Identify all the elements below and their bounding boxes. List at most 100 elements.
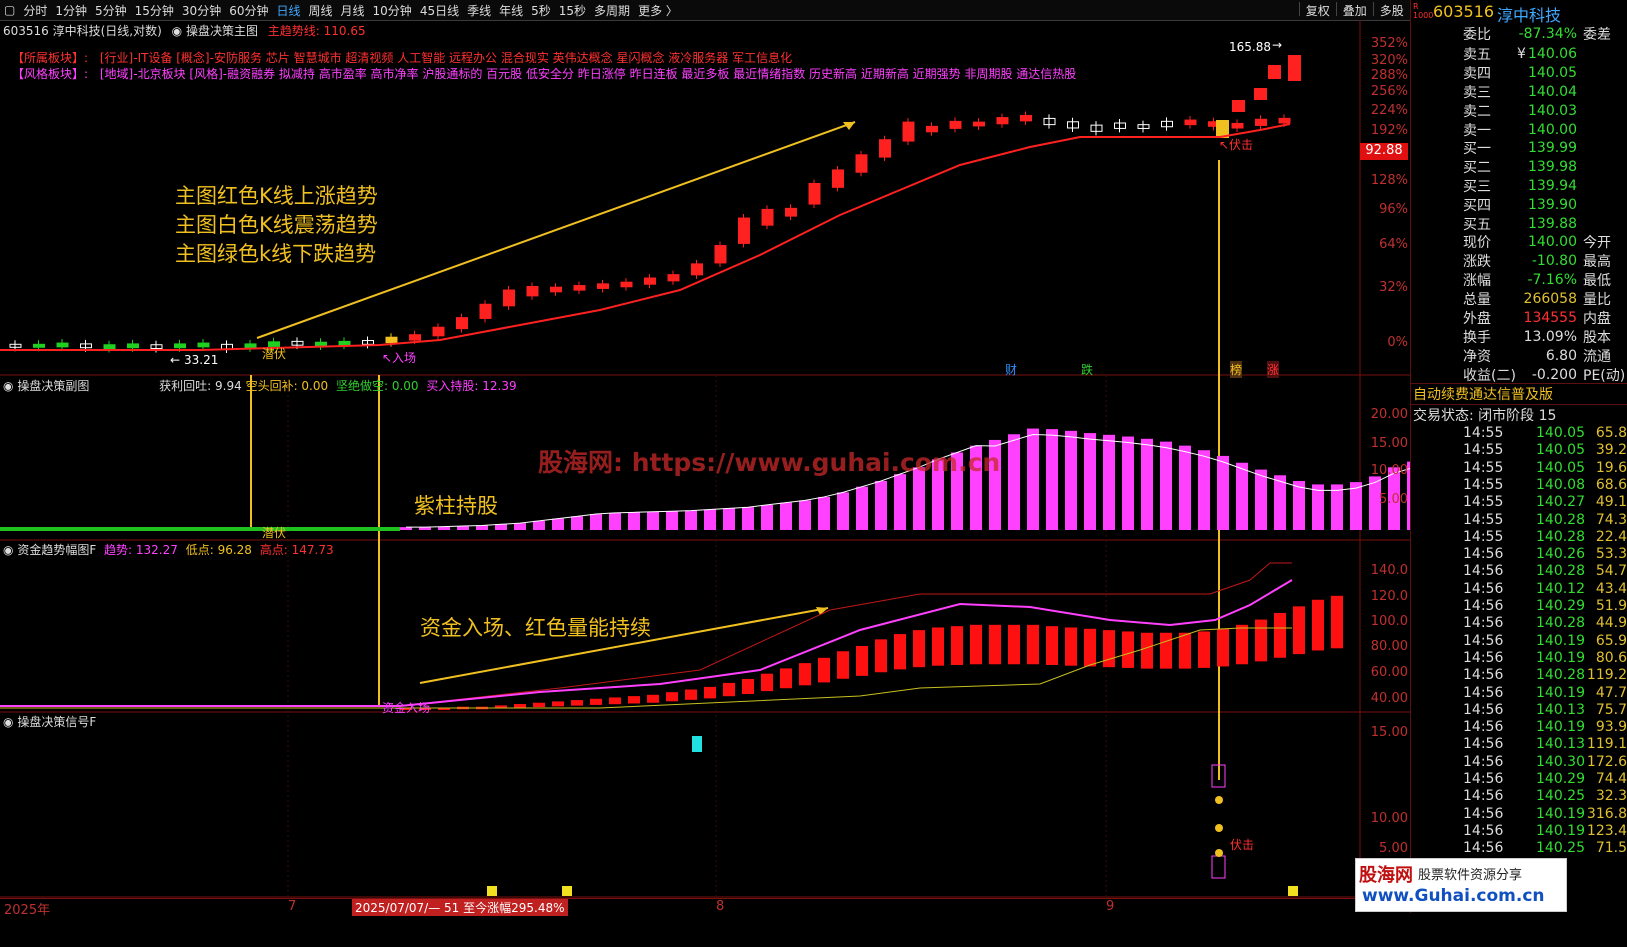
bid-price[interactable]: 139.90 [1528,196,1577,213]
period-tab[interactable]: 日线 [276,3,301,18]
candle [409,334,421,341]
ask-price[interactable]: 140.05 [1528,64,1577,81]
sub-settings-icon[interactable]: ◉ [3,379,14,393]
ask-row: 卖五 ¥140.06 [1460,44,1627,63]
period-tab[interactable]: 1分钟 [55,3,87,18]
tick-time: 14:55 [1463,459,1504,476]
period-tab[interactable]: 分时 [23,3,48,18]
chart-canvas[interactable] [0,20,1410,913]
signal-settings-icon[interactable]: ◉ [3,715,14,729]
sub-bar [1141,438,1153,530]
bid-price[interactable]: 139.88 [1528,215,1577,232]
bid-label: 买一 [1463,140,1491,157]
axis-label: 10.00 [1370,463,1408,478]
bid-row: 买一 139.99 [1460,138,1627,157]
tick-price: 140.28 [1536,615,1585,632]
period-tab[interactable]: 30分钟 [181,3,222,18]
period-tab[interactable]: 60分钟 [229,3,269,18]
badge-cai[interactable]: 财 [1005,363,1018,377]
axis-label: 15.00 [1370,436,1408,451]
badge-bang[interactable]: 榜 [1230,361,1243,378]
period-tab[interactable]: 5秒 [531,3,551,18]
fund-settings-icon[interactable]: ◉ [3,543,14,557]
toolbar-menu-icon[interactable]: ▢ [4,3,16,17]
period-tab[interactable]: 10分钟 [372,3,412,18]
fund-bar [1198,631,1210,668]
candle [150,344,163,350]
sub-bar [780,502,792,530]
period-tab[interactable]: 月线 [340,3,365,18]
candle [1216,120,1229,138]
candle [855,154,868,173]
bid-price[interactable]: 139.99 [1528,139,1577,156]
period-tab[interactable]: 45日线 [419,3,460,18]
candle [550,286,562,293]
promo-link[interactable]: 自动续费通达信普及版 [1411,383,1627,405]
tick-time: 14:56 [1463,615,1504,632]
period-tab[interactable]: 年线 [499,3,524,18]
logo-name: 股海网 [1359,865,1413,886]
toolbar-button[interactable]: 叠加 [1342,3,1367,18]
axis-label: 192% [1370,123,1408,138]
fund-bar [609,697,621,705]
indicator-settings-icon[interactable]: ◉ [171,24,183,38]
ask-price[interactable]: 140.00 [1528,121,1577,138]
signal-title[interactable]: 操盘决策信号F [17,715,97,729]
tick-price: 140.19 [1536,719,1585,736]
period-tab[interactable]: 多周期 [594,3,631,18]
period-tab[interactable]: 季线 [467,3,492,18]
indicator-name[interactable]: 操盘决策主图 [185,24,258,38]
logo-slogan: 股票软件资源分享 [1418,868,1523,883]
axis-label: 128% [1370,173,1408,188]
fund-low-line [0,627,1292,709]
fund-trend-line [0,579,1293,707]
tick-price: 140.12 [1536,580,1585,597]
sub-bar [628,512,640,530]
sub-bar [1122,436,1134,530]
ask-price[interactable]: 140.04 [1528,83,1577,100]
toolbar-button[interactable]: 多股 [1379,3,1404,18]
badge-die[interactable]: 跌 [1081,363,1094,377]
sub-title[interactable]: 操盘决策副图 [17,379,90,393]
tick-volume: 68.6 [1595,476,1627,493]
fund-title[interactable]: 资金趋势幅图F [17,543,97,557]
quote-key: 换手 [1463,329,1491,346]
weibi-label: 委比 [1463,26,1491,43]
tick-price: 140.19 [1536,649,1585,666]
quote-extra: 内盘 [1583,310,1611,327]
tick-price: 140.29 [1536,771,1585,787]
bid-price[interactable]: 139.94 [1528,177,1577,194]
bid-price[interactable]: 139.98 [1528,158,1577,175]
period-tab[interactable]: 周线 [308,3,333,18]
period-tab[interactable]: 5分钟 [95,3,127,18]
main-trend-line [0,123,1291,351]
candle [879,139,891,158]
sub-bar [514,523,526,530]
period-tab[interactable]: 更多 〉 [638,3,678,18]
tick-time: 14:56 [1463,684,1504,701]
sub-bar [913,467,925,530]
tick-price: 140.30 [1536,753,1585,770]
axis-label: 5.00 [1379,492,1408,507]
tick-volume: 51.9 [1595,598,1627,614]
badge-zhang[interactable]: 涨 [1267,361,1280,378]
candle [1278,117,1291,124]
period-tab[interactable]: 15分钟 [134,3,174,18]
ask-row: 卖三 140.04 [1460,82,1627,101]
ask-price[interactable]: 140.06 [1528,45,1577,62]
candle [761,208,774,226]
candle [996,117,1009,125]
toolbar-button[interactable]: 复权 [1305,3,1330,18]
period-tab[interactable]: 15秒 [558,3,587,18]
ask-price[interactable]: 140.03 [1528,102,1577,119]
tick-price: 140.19 [1536,684,1585,701]
fund-bar [1160,632,1172,669]
tick-row: 14:55 140.28 22.4 [1460,529,1627,546]
quote-name: 淳中科技 [1497,6,1562,25]
quote-extra: PE(动) [1583,367,1626,384]
tick-row: 14:56 140.19 316.8 [1460,806,1627,823]
fund-bar [970,624,982,665]
signal-yellow-square [1288,886,1298,896]
candle [597,283,609,289]
signal-panel-title: ◉ 操盘决策信号F [3,713,96,730]
